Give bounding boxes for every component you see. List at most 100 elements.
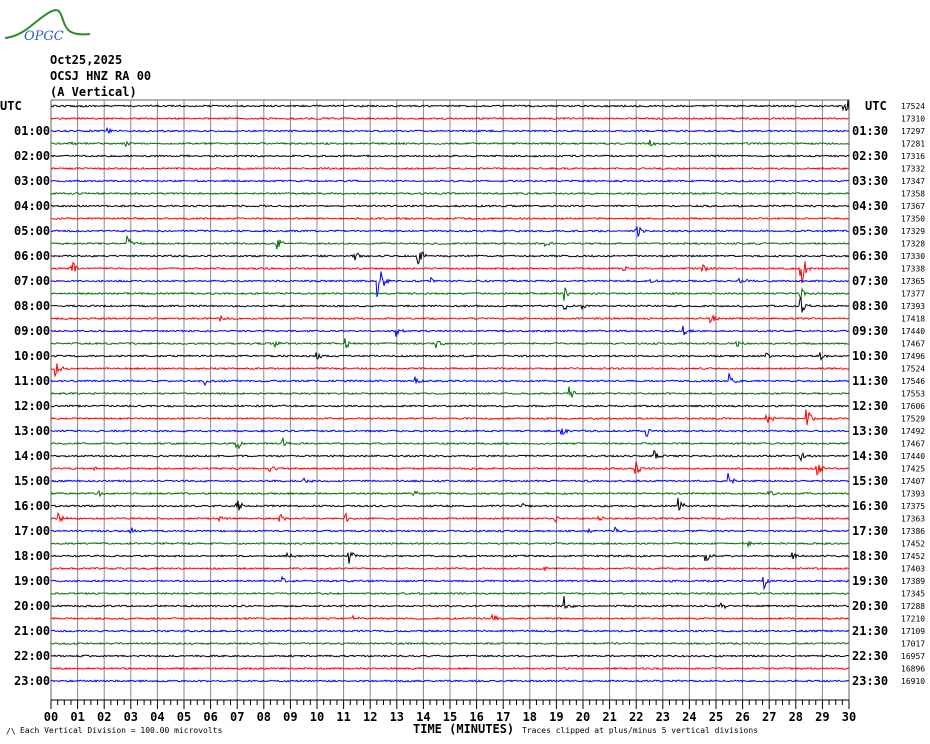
trace-offset: 17330	[901, 252, 925, 261]
trace	[50, 497, 850, 512]
trace	[51, 216, 850, 221]
left-time-label: 10:00	[14, 349, 50, 363]
trace-offset: 17496	[901, 352, 925, 361]
right-time-label: 22:30	[852, 649, 888, 663]
trace	[50, 575, 850, 591]
right-time-label: 21:30	[852, 624, 888, 638]
x-tick-label: 03	[124, 710, 138, 724]
x-tick-label: 24	[682, 710, 696, 724]
right-time-label: UTC	[865, 99, 887, 113]
trace	[50, 204, 850, 208]
right-time-label: 05:30	[852, 224, 888, 238]
division-note: Each Vertical Division = 100.00 microvol…	[20, 726, 222, 735]
trace	[50, 251, 850, 265]
trace-offset: 17452	[901, 540, 925, 549]
trace	[50, 539, 850, 549]
x-tick-label: 28	[789, 710, 803, 724]
x-tick-label: 12	[363, 710, 377, 724]
trace-offset: 17403	[901, 565, 925, 574]
x-tick-label: 20	[576, 710, 590, 724]
right-time-label: 03:30	[852, 174, 888, 188]
trace-offset: 17329	[901, 227, 925, 236]
trace	[50, 490, 850, 498]
trace-offset: 16910	[901, 677, 925, 686]
x-tick-label: 17	[496, 710, 510, 724]
trace-offset: 17407	[901, 477, 925, 486]
trace	[50, 409, 850, 426]
left-time-label: 20:00	[14, 599, 50, 613]
x-tick-label: 08	[257, 710, 271, 724]
x-tick-label: 15	[443, 710, 457, 724]
left-time-label: 13:00	[14, 424, 50, 438]
footer-mark: /\	[6, 727, 16, 736]
trace	[50, 313, 850, 324]
right-time-label: 20:30	[852, 599, 888, 613]
trace-offset: 17524	[901, 365, 925, 374]
trace	[50, 191, 850, 196]
trace	[50, 179, 850, 183]
x-tick-label: 14	[416, 710, 430, 724]
trace-offset: 17297	[901, 127, 925, 136]
date-label: Oct25,2025	[50, 53, 123, 67]
right-time-label: 19:30	[852, 574, 888, 588]
x-tick-label: 07	[230, 710, 244, 724]
trace	[50, 511, 850, 524]
x-axis-label: TIME (MINUTES)	[413, 722, 514, 736]
trace	[50, 641, 850, 646]
x-tick-label: 16	[469, 710, 483, 724]
x-tick-label: 13	[390, 710, 404, 724]
trace-offset: 17338	[901, 265, 925, 274]
right-time-label: 06:30	[852, 249, 888, 263]
trace-offset: 17393	[901, 490, 925, 499]
left-time-label: 09:00	[14, 324, 50, 338]
right-time-label: 18:30	[852, 549, 888, 563]
right-time-label: 15:30	[852, 474, 888, 488]
trace	[50, 261, 850, 284]
right-time-label: 23:30	[852, 674, 888, 688]
x-tick-label: 21	[602, 710, 616, 724]
left-time-label: 15:00	[14, 474, 50, 488]
x-tick-label: 02	[97, 710, 111, 724]
trace-offset: 17467	[901, 340, 925, 349]
trace-offset: 17425	[901, 465, 925, 474]
trace-offset: 16896	[901, 665, 925, 674]
x-tick-label: 04	[150, 710, 164, 724]
trace-offset: 17363	[901, 515, 925, 524]
left-time-label: 03:00	[14, 174, 50, 188]
right-time-label: 10:30	[852, 349, 888, 363]
trace-offset: 17529	[901, 415, 925, 424]
right-time-label: 08:30	[852, 299, 888, 313]
trace-offset: 17365	[901, 277, 925, 286]
trace	[50, 338, 850, 349]
trace	[50, 325, 850, 337]
trace	[50, 428, 850, 437]
trace-offset: 17328	[901, 240, 925, 249]
right-time-label: 13:30	[852, 424, 888, 438]
trace-offset: 17386	[901, 527, 925, 536]
trace	[50, 373, 850, 387]
trace	[50, 461, 850, 477]
row-labels: 17524 17310 17297 17281 17316 17332 17347 17358…	[0, 99, 925, 688]
left-time-label: 06:00	[14, 249, 50, 263]
trace	[50, 363, 850, 378]
left-time-label: 04:00	[14, 199, 50, 213]
trace-offset: 17546	[901, 377, 925, 386]
left-time-label: UTC	[0, 99, 22, 113]
trace-offset: 16957	[901, 652, 925, 661]
trace-offset: 17332	[901, 165, 925, 174]
trace-offset: 17288	[901, 602, 925, 611]
left-time-label: 21:00	[14, 624, 50, 638]
trace-offset: 17358	[901, 190, 925, 199]
x-tick-label: 25	[709, 710, 723, 724]
right-time-label: 09:30	[852, 324, 888, 338]
x-tick-label: 01	[70, 710, 84, 724]
trace-offset: 17281	[901, 140, 925, 149]
trace	[50, 139, 850, 148]
trace-offset: 17393	[901, 302, 925, 311]
right-time-label: 17:30	[852, 524, 888, 538]
left-time-label: 14:00	[14, 449, 50, 463]
trace-offset: 17350	[901, 215, 925, 224]
trace	[50, 386, 850, 398]
trace	[50, 551, 850, 564]
left-time-label: 22:00	[14, 649, 50, 663]
